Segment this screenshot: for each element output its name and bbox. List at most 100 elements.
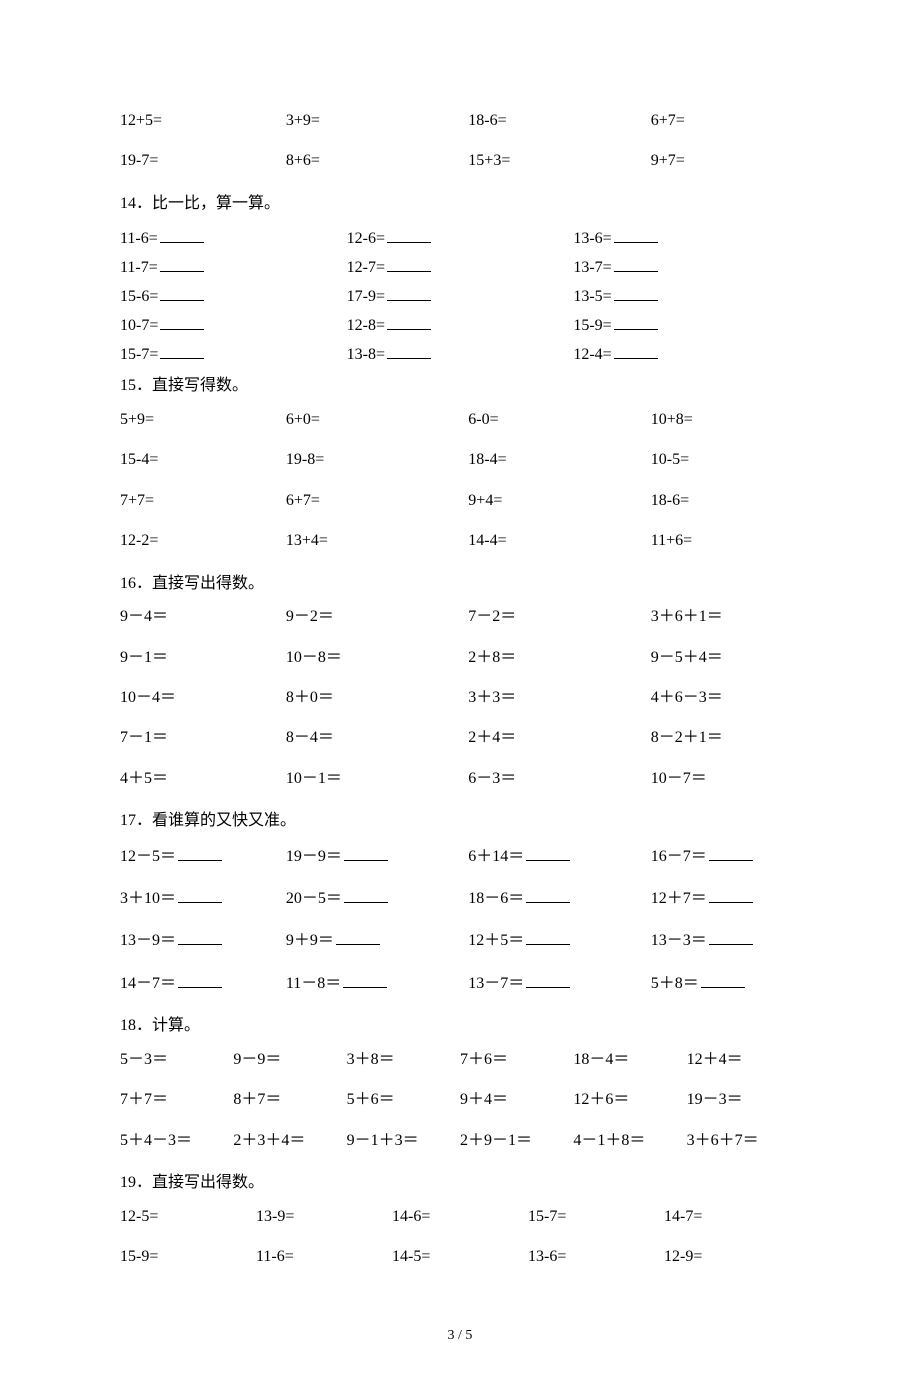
expr: 10-5= <box>651 449 800 471</box>
expr: 12＋6＝ <box>573 1089 686 1111</box>
blank <box>344 886 388 903</box>
q: 6＋14＝ <box>468 848 524 865</box>
s16-row1: 9－4＝ 9－2＝ 7－2＝ 3＋6＋1＝ <box>120 606 800 628</box>
blank <box>614 226 658 243</box>
q: 13-5= <box>573 288 611 305</box>
expr: 5＋6＝ <box>347 1089 460 1111</box>
blank <box>387 255 431 272</box>
expr: 13－7＝ <box>468 971 650 995</box>
expr: 8+6= <box>286 150 468 172</box>
s19-row1: 12-5= 13-9= 14-6= 15-7= 14-7= <box>120 1206 800 1228</box>
expr: 18－4＝ <box>573 1049 686 1071</box>
s15-title: 15．直接写得数。 <box>120 373 800 399</box>
expr: 10+8= <box>651 409 800 431</box>
s14-title: 14．比一比，算一算。 <box>120 191 800 217</box>
expr: 7＋6＝ <box>460 1049 573 1071</box>
blank <box>178 844 222 861</box>
q: 14－7＝ <box>120 975 176 992</box>
s14-row3: 15-6= 17-9= 13-5= <box>120 284 800 309</box>
s15-row3: 7+7= 6+7= 9+4= 18-6= <box>120 490 800 512</box>
s13-row2: 19-7= 8+6= 15+3= 9+7= <box>120 150 800 172</box>
q: 11-7= <box>120 259 158 276</box>
expr: 11-6= <box>120 226 347 251</box>
page-number: 3 / 5 <box>120 1328 800 1344</box>
q: 13－7＝ <box>468 975 524 992</box>
q: 12＋5＝ <box>468 932 524 949</box>
s17-row2: 3＋10＝ 20－5＝ 18－6＝ 12＋7＝ <box>120 886 800 910</box>
expr: 5＋4－3＝ <box>120 1130 233 1152</box>
expr: 19-7= <box>120 150 286 172</box>
s17-title: 17．看谁算的又快又准。 <box>120 808 800 834</box>
blank <box>614 313 658 330</box>
blank <box>709 928 753 945</box>
q: 16－7＝ <box>651 848 707 865</box>
q: 11-6= <box>120 230 158 247</box>
blank <box>614 255 658 272</box>
expr: 12-6= <box>347 226 574 251</box>
blank <box>709 844 753 861</box>
expr: 5+9= <box>120 409 286 431</box>
expr: 13-8= <box>347 342 574 367</box>
expr: 6＋14＝ <box>468 844 650 868</box>
s17-row4: 14－7＝ 11－8＝ 13－7＝ 5＋8＝ <box>120 971 800 995</box>
expr: 3＋8＝ <box>347 1049 460 1071</box>
blank <box>178 886 222 903</box>
q: 12＋7＝ <box>651 890 707 907</box>
blank <box>344 844 388 861</box>
expr: 9－9＝ <box>233 1049 346 1071</box>
expr: 9＋4＝ <box>460 1089 573 1111</box>
expr: 13－3＝ <box>651 928 800 952</box>
s18-row2: 7＋7＝ 8＋7＝ 5＋6＝ 9＋4＝ 12＋6＝ 19－3＝ <box>120 1089 800 1111</box>
expr: 3＋10＝ <box>120 886 286 910</box>
s15-row2: 15-4= 19-8= 18-4= 10-5= <box>120 449 800 471</box>
expr: 9+4= <box>468 490 650 512</box>
expr: 11-6= <box>256 1246 392 1268</box>
q: 5＋8＝ <box>651 975 699 992</box>
expr: 7－1＝ <box>120 727 286 749</box>
expr: 18-6= <box>468 110 650 132</box>
expr: 14-5= <box>392 1246 528 1268</box>
expr: 4－1＋8＝ <box>573 1130 686 1152</box>
expr: 17-9= <box>347 284 574 309</box>
expr: 7+7= <box>120 490 286 512</box>
s15-row4: 12-2= 13+4= 14-4= 11+6= <box>120 530 800 552</box>
expr: 2＋3＋4＝ <box>233 1130 346 1152</box>
expr: 7＋7＝ <box>120 1089 233 1111</box>
expr: 12－5＝ <box>120 844 286 868</box>
expr: 10－8＝ <box>286 647 468 669</box>
expr: 16－7＝ <box>651 844 800 868</box>
blank <box>160 313 204 330</box>
expr: 13-5= <box>573 284 800 309</box>
expr: 9－5＋4＝ <box>651 647 800 669</box>
expr: 6+0= <box>286 409 468 431</box>
blank <box>160 284 204 301</box>
expr: 19－9＝ <box>286 844 468 868</box>
expr: 13+4= <box>286 530 468 552</box>
expr: 15+3= <box>468 150 650 172</box>
expr: 9+7= <box>651 150 800 172</box>
s19-row2: 15-9= 11-6= 14-5= 13-6= 12-9= <box>120 1246 800 1268</box>
q: 12-8= <box>347 317 385 334</box>
blank <box>178 928 222 945</box>
q: 11－8＝ <box>286 975 341 992</box>
s16-title: 16．直接写出得数。 <box>120 571 800 597</box>
blank <box>614 284 658 301</box>
q: 12－5＝ <box>120 848 176 865</box>
s18-title: 18．计算。 <box>120 1013 800 1039</box>
expr: 9＋9＝ <box>286 928 468 952</box>
expr: 8－4＝ <box>286 727 468 749</box>
blank <box>160 342 204 359</box>
expr: 14－7＝ <box>120 971 286 995</box>
s13-row1: 12+5= 3+9= 18-6= 6+7= <box>120 110 800 132</box>
q: 12-7= <box>347 259 385 276</box>
expr: 18-4= <box>468 449 650 471</box>
expr: 2＋9－1＝ <box>460 1130 573 1152</box>
q: 13－3＝ <box>651 932 707 949</box>
expr: 12-8= <box>347 313 574 338</box>
expr: 12-4= <box>573 342 800 367</box>
s14-row1: 11-6= 12-6= 13-6= <box>120 226 800 251</box>
q: 12-6= <box>347 230 385 247</box>
expr: 15-9= <box>573 313 800 338</box>
blank <box>387 284 431 301</box>
expr: 12＋4＝ <box>687 1049 800 1071</box>
